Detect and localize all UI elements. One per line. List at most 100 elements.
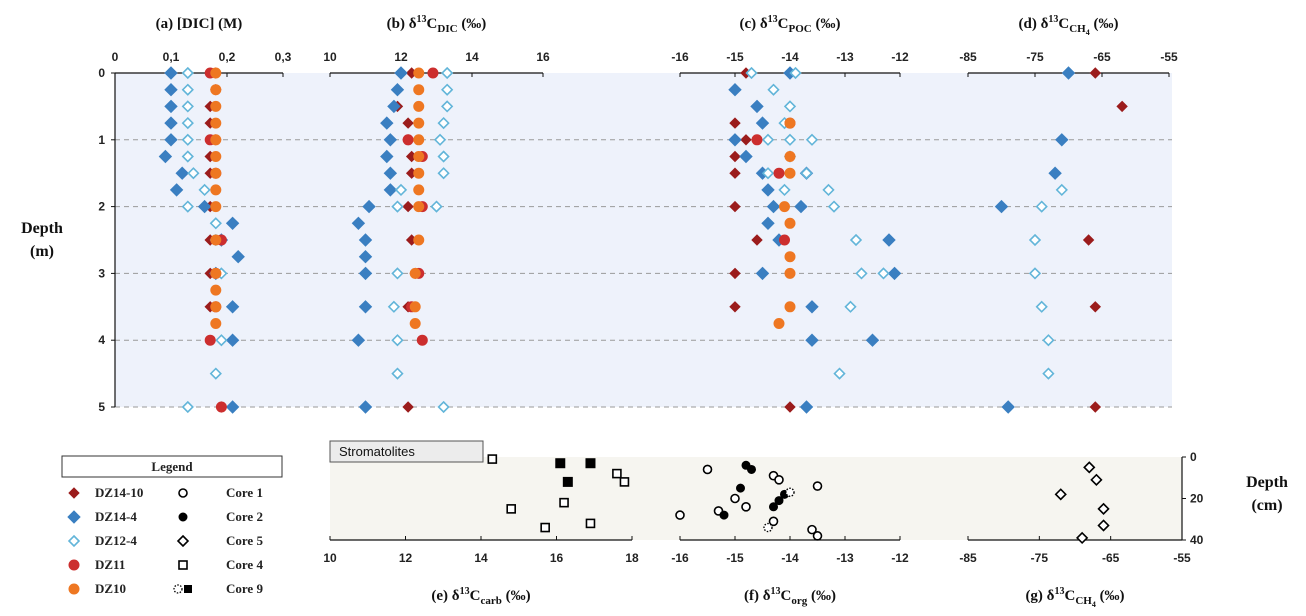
point-c-dz14-4 <box>728 82 742 97</box>
point-c-dz12-4 <box>849 233 863 247</box>
point-b-dz14-4 <box>383 183 398 197</box>
point-a-dz14-4 <box>164 82 178 97</box>
point-d-dz14-10 <box>1116 100 1128 113</box>
point-a-dz10 <box>210 67 222 79</box>
point-e-core-9 <box>585 458 596 469</box>
point-g-core-5 <box>1090 473 1103 486</box>
point-b-dz10 <box>409 318 421 329</box>
point-a-dz10 <box>210 284 222 296</box>
legend-marker-dz10 <box>68 583 80 595</box>
point-b-dz12-4 <box>437 150 450 163</box>
panel-e-x-tick-label: 10 <box>323 551 337 565</box>
upper-plot-area <box>115 73 1172 407</box>
panel-b-title: (b) δ13CDIC (‰) <box>387 14 487 35</box>
point-f-core-1 <box>730 493 740 504</box>
point-e-core-4 <box>585 518 596 529</box>
legend: Legend DZ14-10 Core 1 DZ14-4 Core 2 DZ12-4 Co… <box>61 455 283 596</box>
point-a-dz14-4 <box>164 99 178 114</box>
point-f-core-1 <box>774 475 784 485</box>
point-b-dz12-4 <box>433 133 447 146</box>
point-a-dz12-4 <box>209 217 222 230</box>
point-b-dz12-4 <box>394 183 408 197</box>
point-a-dz12-4 <box>181 66 194 80</box>
point-e-core-4 <box>506 504 517 514</box>
point-b-dz12-4 <box>391 367 404 380</box>
legend-label-dz14-10: DZ14-10 <box>95 485 143 500</box>
panel-e-title: (e) δ13Ccarb (‰) <box>431 586 530 607</box>
right-depth-label: Depth <box>1246 474 1288 491</box>
point-b-dz14-4 <box>380 149 394 164</box>
point-d-dz12-4 <box>1028 267 1042 280</box>
point-b-dz12-4 <box>441 83 454 96</box>
panel-f-x-tick-label: -13 <box>836 551 854 565</box>
panel-f-x-tick-label: -14 <box>781 551 799 565</box>
depth-cm-tick-label: 40 <box>1190 533 1204 547</box>
point-f-core-1 <box>812 481 823 491</box>
point-c-dz14-4 <box>805 333 819 347</box>
panel-a-x-tick-label: 0,3 <box>275 50 292 64</box>
point-b-dz10 <box>413 117 425 129</box>
point-e-core-4 <box>559 497 569 508</box>
point-c-dz10 <box>784 117 796 129</box>
panel-g-x-tick-label: -55 <box>1173 551 1191 565</box>
point-c-dz14-4 <box>882 233 896 247</box>
point-c-dz12-4 <box>789 66 802 80</box>
point-e-core-9 <box>562 476 573 487</box>
point-a-dz10 <box>210 184 222 196</box>
point-c-dz14-10 <box>729 200 741 213</box>
legend-title: Legend <box>151 459 193 474</box>
panel-g-x-tick-label: -85 <box>959 551 977 565</box>
data-points <box>158 66 1128 545</box>
point-c-dz12-4 <box>761 133 775 146</box>
panel-a-title: (a) [DIC] (M) <box>156 16 243 32</box>
point-c-dz10 <box>784 301 796 313</box>
point-b-dz14-4 <box>394 66 408 80</box>
point-a-dz14-4 <box>225 400 240 414</box>
point-f-core-1 <box>675 510 685 520</box>
panel-f-x-tick-label: -16 <box>671 551 689 565</box>
point-a-dz10 <box>210 318 222 329</box>
point-b-dz12-4 <box>441 66 454 80</box>
panel-c-x-tick-label: -13 <box>836 50 854 64</box>
point-e-core-4 <box>619 477 630 487</box>
point-d-dz12-4 <box>1042 334 1055 347</box>
point-c-dz14-10 <box>729 267 741 280</box>
point-b-dz14-4 <box>380 116 394 130</box>
panel-d-title: (d) δ13CCH4 (‰) <box>1019 14 1119 37</box>
point-b-dz10 <box>413 151 425 162</box>
point-a-dz14-4 <box>225 333 240 347</box>
point-f-core-9 <box>763 522 773 533</box>
panel-b-x-tick-label: 12 <box>394 50 408 64</box>
point-f-core-1 <box>807 524 817 535</box>
point-a-dz10 <box>210 100 222 112</box>
panel-d-x-tick-label: -75 <box>1026 50 1044 64</box>
point-b-dz14-4 <box>383 133 398 147</box>
point-b-dz12-4 <box>437 167 450 180</box>
point-c-dz14-4 <box>750 99 764 114</box>
point-c-dz10 <box>784 251 796 263</box>
point-b-dz14-4 <box>387 99 401 114</box>
point-f-core-2 <box>736 483 745 493</box>
point-g-core-5 <box>1075 531 1089 545</box>
panel-g-title: (g) δ13CCH4 (‰) <box>1025 586 1124 609</box>
legend-marker-dz14-4 <box>67 510 81 524</box>
point-f-core-1 <box>702 464 713 475</box>
point-c-dz10 <box>773 318 785 329</box>
depth-m-tick-label: 0 <box>98 66 105 80</box>
point-c-dz14-10 <box>729 117 741 129</box>
point-a-dz10 <box>210 117 222 129</box>
panel-c-x-tick-label: -14 <box>781 50 799 64</box>
point-c-dz12-4 <box>783 100 797 113</box>
panel-c-x-tick-label: -16 <box>671 50 689 64</box>
point-b-dz12-4 <box>430 200 443 213</box>
point-f-core-1 <box>768 516 779 527</box>
legend-label-dz14-4: DZ14-4 <box>95 509 137 524</box>
legend-marker-core-4 <box>178 560 188 570</box>
point-b-dz10 <box>409 301 421 313</box>
point-b-dz10 <box>413 184 425 196</box>
point-c-dz12-4 <box>783 133 797 146</box>
point-b-dz14-4 <box>358 233 373 247</box>
point-b-dz12-4 <box>441 100 454 113</box>
point-b-dz14-10 <box>402 200 414 213</box>
legend-marker-core-9-circle <box>173 584 183 594</box>
